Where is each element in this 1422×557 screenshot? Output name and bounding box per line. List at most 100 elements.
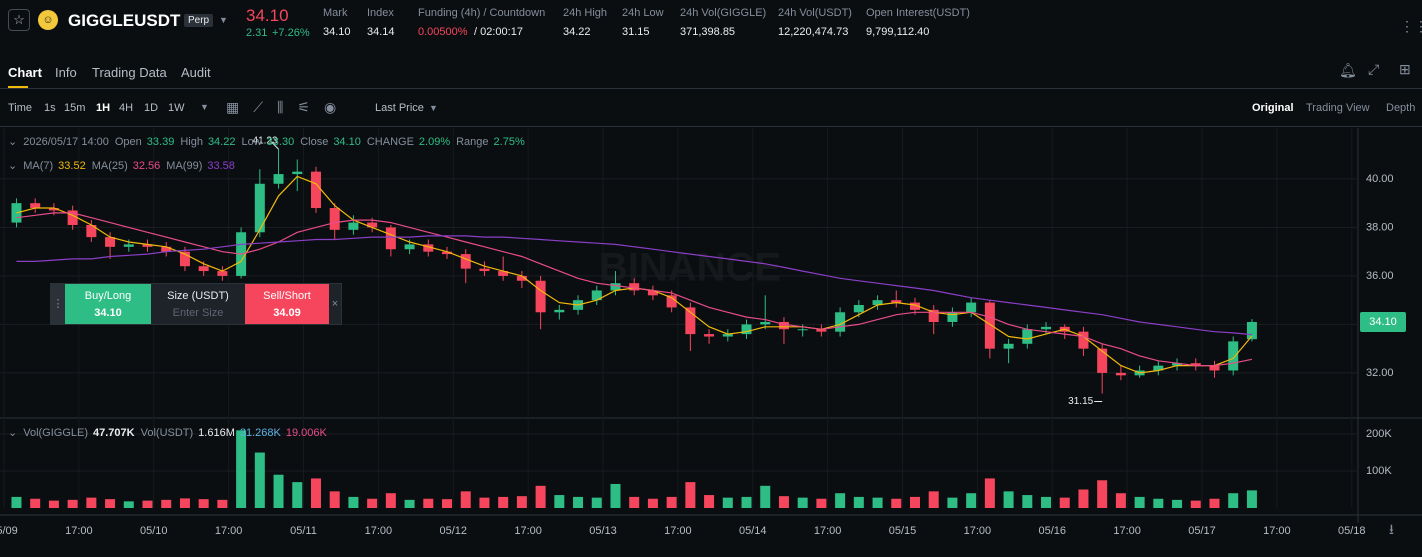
legend-value: 34.22 (208, 136, 236, 148)
change: 2.31 (246, 27, 268, 39)
candle-body (48, 208, 59, 211)
candle-body (909, 302, 920, 310)
candle-body (385, 227, 396, 250)
sell-button[interactable]: Sell/Short 34.09 (245, 284, 329, 324)
symbol[interactable]: GIGGLEUSDT (68, 11, 181, 30)
volume-tick-label: 100K (1366, 465, 1392, 477)
volume-bar (704, 495, 715, 508)
x-tick-label: 05/18 (1338, 525, 1366, 537)
candle-body (610, 283, 621, 291)
volume-bar (1059, 497, 1070, 508)
volume-bar (947, 497, 958, 508)
size-input[interactable]: Size (USDT) Enter Size (151, 284, 245, 324)
tab[interactable]: Chart (8, 65, 42, 80)
interval[interactable]: 1W (168, 102, 185, 114)
stat-value: 31.15 (622, 26, 650, 38)
volume-bar (573, 496, 584, 508)
stat-value: 34.22 (563, 26, 591, 38)
candle-body (797, 329, 808, 331)
legend-label: Open (115, 136, 142, 148)
price-source[interactable]: Last Price (375, 102, 424, 114)
volume-legend-value: 19.006K (286, 427, 328, 439)
candle-body (348, 222, 359, 230)
collapse-caret: ⌄ (8, 427, 17, 439)
volume-bar (591, 497, 602, 508)
drag-handle[interactable]: ⋮ (51, 284, 65, 324)
volume-bar (1022, 495, 1033, 508)
view-option[interactable]: Trading View (1306, 102, 1370, 114)
view-option[interactable]: Original (1252, 102, 1294, 114)
x-tick-label: 05/10 (140, 525, 168, 537)
interval[interactable]: 1H (96, 102, 111, 114)
price-source-caret[interactable]: ▼ (429, 103, 438, 113)
volume-bar (48, 500, 59, 508)
symbol-caret[interactable]: ▼ (219, 15, 228, 25)
stat-value: 0.00500% (418, 26, 468, 38)
high-annotation: 41.23 (253, 136, 278, 147)
tab[interactable]: Info (55, 65, 77, 80)
volume-bar (629, 496, 640, 508)
volume-bar (254, 452, 265, 508)
candle-body (1041, 326, 1052, 330)
candle-body (947, 312, 958, 322)
volume-bar (516, 496, 527, 508)
volume-bar (797, 497, 808, 508)
x-tick-label: 05/15 (889, 525, 917, 537)
stat-value: 34.14 (367, 26, 395, 38)
expand-icon[interactable]: ⤢ (1368, 61, 1380, 77)
interval[interactable]: 1D (144, 102, 159, 114)
volume-bar (142, 500, 153, 508)
close-widget[interactable]: × (331, 298, 339, 310)
tab-underline (8, 86, 28, 88)
x-tick-label: 05/12 (439, 525, 467, 537)
grid-icon[interactable]: ⊞ (1399, 61, 1411, 77)
volume-bar (816, 498, 827, 508)
ma-name: MA(7) (23, 160, 53, 172)
volume-bar (891, 498, 902, 508)
tab[interactable]: Audit (181, 65, 211, 80)
volume-bar (348, 496, 359, 508)
interval[interactable]: 15m (64, 102, 86, 114)
layout-icon[interactable]: ⋮⋮ (1400, 18, 1422, 34)
favorite-star[interactable]: ☆ (8, 9, 30, 31)
view-option[interactable]: Depth (1386, 102, 1416, 114)
y-tick-label: 40.00 (1366, 173, 1394, 185)
buy-price: 34.10 (94, 307, 122, 319)
volume-bar (310, 478, 321, 508)
candle-body (367, 222, 378, 228)
candle-body (1022, 329, 1033, 344)
ma-value: 33.52 (58, 160, 86, 172)
interval-caret[interactable]: ▼ (200, 102, 209, 112)
interval[interactable]: 4H (119, 102, 134, 114)
buy-label: Buy/Long (84, 290, 132, 302)
volume-bar (928, 491, 939, 508)
volume-bar (1190, 500, 1201, 508)
alert-icon[interactable]: 🔔︎ (1339, 62, 1357, 78)
x-tick-label: 17:00 (65, 525, 93, 537)
candle-body (1228, 341, 1239, 371)
candle-body (629, 283, 640, 291)
ma-line (16, 212, 1253, 367)
candle-body (1172, 363, 1183, 366)
interval[interactable]: 1s (44, 102, 56, 114)
stat-label: 24h Low (622, 7, 664, 19)
buy-button[interactable]: Buy/Long 34.10 (65, 284, 151, 324)
candle-body (966, 302, 977, 313)
interval[interactable]: Time (8, 102, 33, 114)
volume-bar (1078, 489, 1089, 508)
legend-label: High (180, 136, 203, 148)
annotation-leader (270, 140, 279, 150)
volume-tick-label: 200K (1366, 428, 1392, 440)
collapse-caret: ⌄ (8, 136, 17, 148)
volume-bar (442, 499, 453, 508)
sell-label: Sell/Short (263, 290, 311, 302)
candle-body (404, 244, 415, 250)
volume-bar (1115, 493, 1126, 508)
scroll-end-icon[interactable]: ⭳ (1389, 521, 1394, 537)
candle-body (928, 309, 939, 322)
x-tick-label: 17:00 (664, 525, 692, 537)
candle-body (161, 246, 172, 252)
tab[interactable]: Trading Data (92, 65, 167, 80)
tool-icons[interactable]: ▦⟋⫼⚟◉ (226, 99, 351, 115)
perp-badge: Perp (184, 14, 214, 27)
